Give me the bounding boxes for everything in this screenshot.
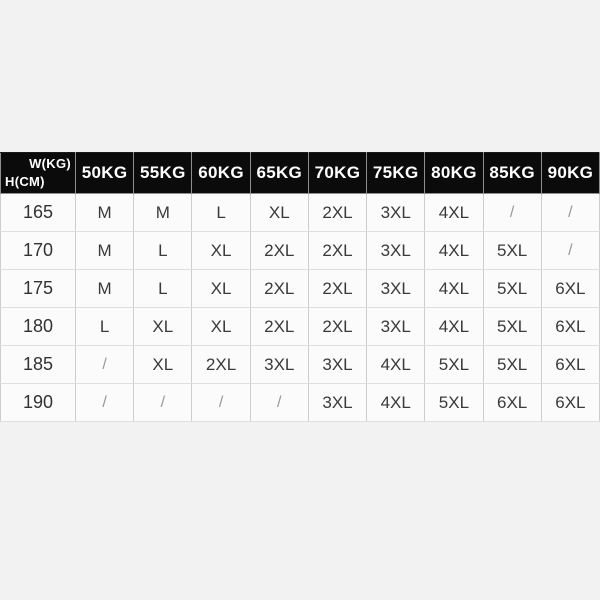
size-cell-unavailable: / xyxy=(482,193,542,232)
weight-header: 90KG xyxy=(540,152,600,194)
weight-header: 80KG xyxy=(424,152,484,194)
height-cell: 190 xyxy=(0,383,76,422)
size-cell: XL xyxy=(133,307,193,346)
height-cell: 180 xyxy=(0,307,76,346)
size-cell: 4XL xyxy=(366,345,426,384)
table-row: 185/XL 2XL 3XL 3XL 4XL 5XL 5XL 6XL xyxy=(0,345,600,384)
size-cell: 2XL xyxy=(307,269,368,308)
size-cell: 2XL xyxy=(191,345,251,384)
size-cell-unavailable: / xyxy=(191,383,251,422)
weight-header: 60KG xyxy=(191,152,251,194)
table-row: 175 M L XL 2XL 2XL 3XL 4XL 5XL 6XL xyxy=(0,269,600,308)
size-cell: 3XL xyxy=(366,193,426,232)
size-cell: 6XL xyxy=(482,383,542,422)
size-cell: 4XL xyxy=(424,193,484,232)
size-cell: XL xyxy=(191,307,251,346)
size-cell: 5XL xyxy=(424,383,484,422)
size-cell: XL xyxy=(249,193,309,232)
size-cell: 5XL xyxy=(482,231,542,270)
size-cell: 6XL xyxy=(540,345,600,384)
size-cell: M xyxy=(74,193,135,232)
size-cell: 5XL xyxy=(482,307,542,346)
size-cell-unavailable: / xyxy=(133,383,193,422)
size-cell: L xyxy=(74,307,135,346)
table-row: 165 M M L XL 2XL 3XL 4XL / / xyxy=(0,193,600,232)
table-row: 180 L XL XL 2XL 2XL 3XL 4XL 5XL 6XL xyxy=(0,307,600,346)
size-cell: 5XL xyxy=(424,345,484,384)
size-cell: XL xyxy=(133,345,193,384)
size-cell: 2XL xyxy=(249,307,309,346)
size-cell-unavailable: / xyxy=(74,345,135,384)
weight-header: 70KG xyxy=(307,152,368,194)
weight-header: 75KG xyxy=(366,152,426,194)
weight-header: 50KG xyxy=(74,152,135,194)
size-cell: 4XL xyxy=(424,307,484,346)
size-cell-unavailable: / xyxy=(74,383,135,422)
height-cell: 170 xyxy=(0,231,76,270)
size-cell: 4XL xyxy=(424,231,484,270)
size-cell: 4XL xyxy=(424,269,484,308)
size-cell: 5XL xyxy=(482,269,542,308)
size-cell: M xyxy=(133,193,193,232)
size-cell: XL xyxy=(191,269,251,308)
size-cell-unavailable: / xyxy=(249,383,309,422)
size-cell: 2XL xyxy=(307,231,368,270)
size-cell: 3XL xyxy=(366,269,426,308)
weight-header: 65KG xyxy=(249,152,309,194)
size-cell: 3XL xyxy=(307,383,368,422)
size-cell: 2XL xyxy=(249,231,309,270)
size-cell: 2XL xyxy=(307,307,368,346)
size-cell: L xyxy=(133,231,193,270)
size-cell: 3XL xyxy=(249,345,309,384)
weight-header: 55KG xyxy=(133,152,193,194)
weight-header: 85KG xyxy=(482,152,542,194)
size-cell: M xyxy=(74,269,135,308)
size-cell: 3XL xyxy=(307,345,368,384)
height-cell: 185 xyxy=(0,345,76,384)
corner-cell: W(KG) H(CM) xyxy=(0,152,76,194)
weight-axis-label: W(KG) xyxy=(29,156,71,171)
size-cell: 6XL xyxy=(540,307,600,346)
size-cell: XL xyxy=(191,231,251,270)
height-cell: 165 xyxy=(0,193,76,232)
size-cell: 6XL xyxy=(540,269,600,308)
size-cell: L xyxy=(133,269,193,308)
size-chart: W(KG) H(CM) 50KG 55KG 60KG 65KG 70KG 75KG 80KG… xyxy=(0,152,600,422)
size-cell: 6XL xyxy=(540,383,600,422)
size-cell: L xyxy=(191,193,251,232)
size-table-body: 165 M M L XL 2XL 3XL 4XL //170 M L XL 2XL 2XL 3XL 4XL 5X… xyxy=(0,193,600,422)
size-cell: 2XL xyxy=(307,193,368,232)
size-cell: 3XL xyxy=(366,307,426,346)
table-row: 190// //3XL 4XL 5XL 6XL 6XL xyxy=(0,383,600,422)
size-cell: M xyxy=(74,231,135,270)
size-cell: 2XL xyxy=(249,269,309,308)
table-row: 170 M L XL 2XL 2XL 3XL 4XL 5XL / xyxy=(0,231,600,270)
size-cell-unavailable: / xyxy=(540,193,600,232)
header-row: W(KG) H(CM) 50KG 55KG 60KG 65KG 70KG 75KG 80KG… xyxy=(0,152,600,194)
size-cell: 5XL xyxy=(482,345,542,384)
size-cell-unavailable: / xyxy=(540,231,600,270)
size-cell: 4XL xyxy=(366,383,426,422)
height-axis-label: H(CM) xyxy=(5,174,45,189)
size-chart-table: W(KG) H(CM) 50KG 55KG 60KG 65KG 70KG 75KG 80KG… xyxy=(0,152,600,422)
size-cell: 3XL xyxy=(366,231,426,270)
height-cell: 175 xyxy=(0,269,76,308)
